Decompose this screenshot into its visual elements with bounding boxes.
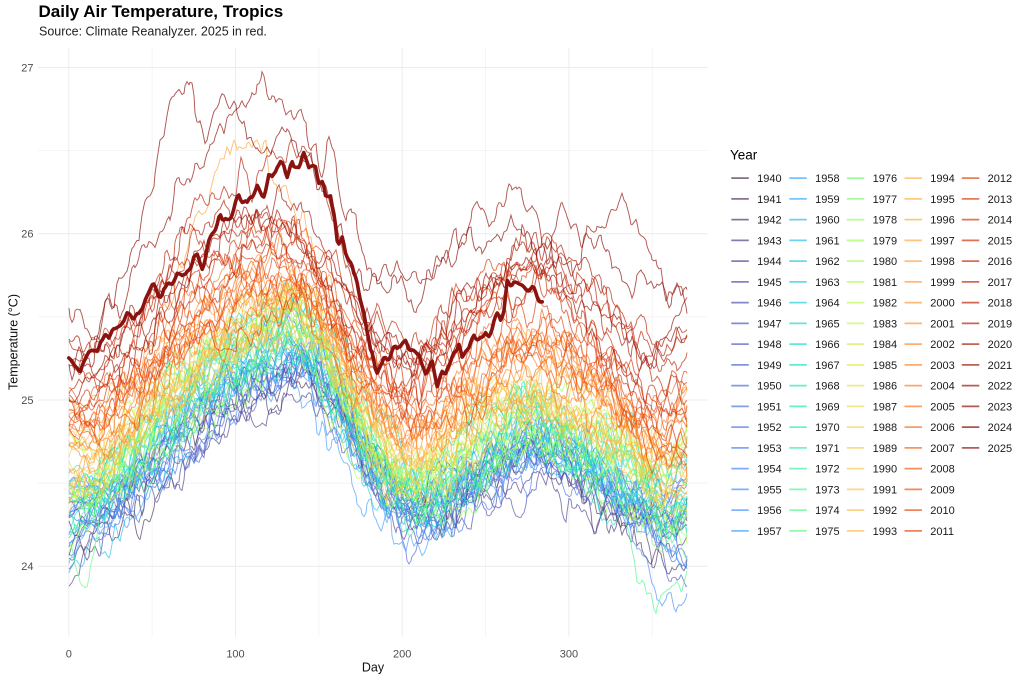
svg-text:2025: 2025: [988, 443, 1012, 455]
svg-text:1985: 1985: [873, 360, 897, 372]
svg-text:200: 200: [393, 649, 411, 661]
svg-text:2017: 2017: [988, 277, 1012, 289]
svg-text:1954: 1954: [757, 464, 781, 476]
svg-text:Year: Year: [730, 148, 758, 163]
svg-text:1949: 1949: [757, 360, 781, 372]
svg-text:300: 300: [560, 649, 578, 661]
svg-text:1969: 1969: [815, 401, 839, 413]
svg-text:Temperature (°C): Temperature (°C): [7, 294, 21, 390]
svg-text:1981: 1981: [873, 277, 897, 289]
svg-text:1990: 1990: [873, 464, 897, 476]
svg-text:1991: 1991: [873, 484, 897, 496]
svg-text:26: 26: [21, 229, 33, 241]
svg-text:1940: 1940: [757, 173, 781, 185]
svg-text:1964: 1964: [815, 298, 839, 310]
svg-text:1993: 1993: [873, 526, 897, 538]
svg-text:1962: 1962: [815, 256, 839, 268]
svg-text:1959: 1959: [815, 194, 839, 206]
svg-text:2000: 2000: [930, 298, 954, 310]
svg-text:1986: 1986: [873, 381, 897, 393]
svg-text:1989: 1989: [873, 443, 897, 455]
svg-text:1982: 1982: [873, 298, 897, 310]
svg-text:Source: Climate Reanalyzer. 20: Source: Climate Reanalyzer. 2025 in red.: [39, 25, 267, 39]
svg-text:1996: 1996: [930, 215, 954, 227]
svg-text:1952: 1952: [757, 422, 781, 434]
svg-text:2021: 2021: [988, 360, 1012, 372]
svg-text:1974: 1974: [815, 505, 839, 517]
svg-text:2016: 2016: [988, 256, 1012, 268]
svg-text:0: 0: [66, 649, 72, 661]
svg-text:1955: 1955: [757, 484, 781, 496]
svg-text:2014: 2014: [988, 215, 1012, 227]
svg-text:1988: 1988: [873, 422, 897, 434]
svg-text:1941: 1941: [757, 194, 781, 206]
svg-text:1977: 1977: [873, 194, 897, 206]
svg-text:1997: 1997: [930, 235, 954, 247]
svg-text:2002: 2002: [930, 339, 954, 351]
svg-text:1943: 1943: [757, 235, 781, 247]
svg-text:1944: 1944: [757, 256, 781, 268]
svg-text:1978: 1978: [873, 215, 897, 227]
svg-text:1942: 1942: [757, 215, 781, 227]
svg-text:1992: 1992: [873, 505, 897, 517]
svg-text:1980: 1980: [873, 256, 897, 268]
svg-text:2012: 2012: [988, 173, 1012, 185]
svg-text:2008: 2008: [930, 464, 954, 476]
svg-text:1968: 1968: [815, 381, 839, 393]
svg-text:2003: 2003: [930, 360, 954, 372]
svg-text:1957: 1957: [757, 526, 781, 538]
svg-text:2019: 2019: [988, 318, 1012, 330]
svg-text:1958: 1958: [815, 173, 839, 185]
svg-text:2018: 2018: [988, 298, 1012, 310]
svg-text:2010: 2010: [930, 505, 954, 517]
svg-text:2023: 2023: [988, 401, 1012, 413]
svg-text:1983: 1983: [873, 318, 897, 330]
svg-text:1966: 1966: [815, 339, 839, 351]
svg-text:27: 27: [21, 62, 33, 74]
svg-text:1953: 1953: [757, 443, 781, 455]
svg-text:1950: 1950: [757, 381, 781, 393]
svg-text:1998: 1998: [930, 256, 954, 268]
svg-text:2006: 2006: [930, 422, 954, 434]
svg-text:2007: 2007: [930, 443, 954, 455]
svg-text:100: 100: [226, 649, 244, 661]
svg-text:2024: 2024: [988, 422, 1012, 434]
svg-text:2011: 2011: [930, 526, 954, 538]
svg-text:1948: 1948: [757, 339, 781, 351]
svg-text:1947: 1947: [757, 318, 781, 330]
svg-text:1995: 1995: [930, 194, 954, 206]
svg-text:1960: 1960: [815, 215, 839, 227]
svg-text:2004: 2004: [930, 381, 954, 393]
svg-text:1967: 1967: [815, 360, 839, 372]
svg-text:1999: 1999: [930, 277, 954, 289]
svg-text:1956: 1956: [757, 505, 781, 517]
svg-text:1994: 1994: [930, 173, 954, 185]
svg-text:1972: 1972: [815, 464, 839, 476]
svg-text:2013: 2013: [988, 194, 1012, 206]
svg-text:2001: 2001: [930, 318, 954, 330]
svg-text:2009: 2009: [930, 484, 954, 496]
svg-text:25: 25: [21, 395, 33, 407]
svg-text:1976: 1976: [873, 173, 897, 185]
svg-text:Daily Air Temperature, Tropics: Daily Air Temperature, Tropics: [39, 2, 284, 21]
svg-text:2022: 2022: [988, 381, 1012, 393]
svg-text:2015: 2015: [988, 235, 1012, 247]
svg-text:1987: 1987: [873, 401, 897, 413]
svg-text:24: 24: [21, 561, 33, 573]
svg-text:1963: 1963: [815, 277, 839, 289]
svg-text:1951: 1951: [757, 401, 781, 413]
svg-text:1961: 1961: [815, 235, 839, 247]
svg-text:1946: 1946: [757, 298, 781, 310]
svg-text:1973: 1973: [815, 484, 839, 496]
svg-text:1975: 1975: [815, 526, 839, 538]
svg-text:2020: 2020: [988, 339, 1012, 351]
svg-text:1965: 1965: [815, 318, 839, 330]
svg-text:2005: 2005: [930, 401, 954, 413]
svg-text:Day: Day: [362, 661, 385, 675]
svg-text:1970: 1970: [815, 422, 839, 434]
svg-text:1979: 1979: [873, 235, 897, 247]
svg-text:1945: 1945: [757, 277, 781, 289]
svg-text:1971: 1971: [815, 443, 839, 455]
svg-text:1984: 1984: [873, 339, 897, 351]
